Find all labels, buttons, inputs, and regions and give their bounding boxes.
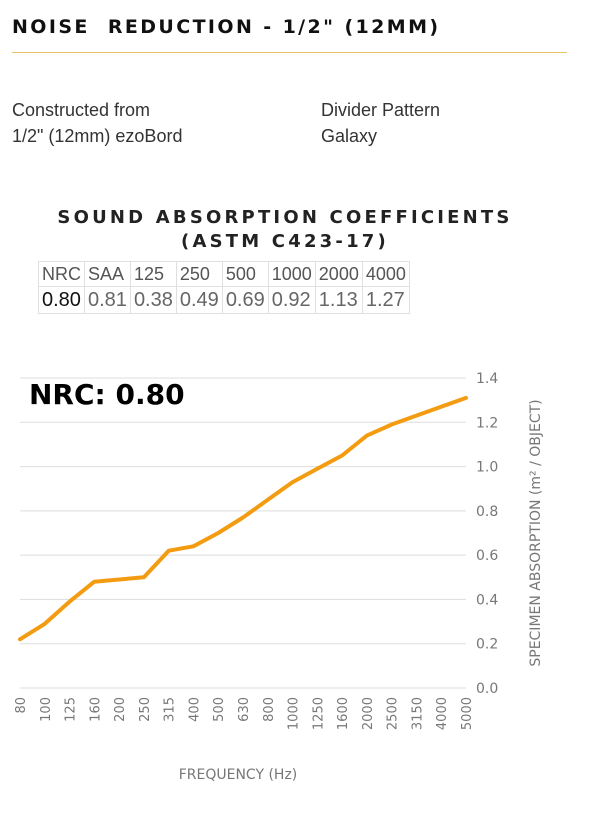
- value-cell-250: 0.49: [175, 286, 223, 314]
- x-tick-label: 800: [262, 697, 277, 722]
- y-tick-label: 0.2: [476, 637, 498, 653]
- series-line: [18, 395, 468, 642]
- x-axis-label: FREQUENCY (Hz): [179, 767, 298, 783]
- x-tick-label: 630: [237, 697, 252, 722]
- y-tick-label: 0.0: [476, 681, 498, 697]
- x-tick-label: 250: [138, 697, 153, 722]
- x-tick-label: 2500: [386, 697, 401, 730]
- construction-line-2: 1/2" (12mm) ezoBord: [12, 126, 183, 146]
- pattern-value: Galaxy: [321, 126, 378, 146]
- value-cell-125: 0.38: [129, 286, 177, 314]
- x-tick-label: 3150: [410, 697, 425, 730]
- value-cell-2000: 1.13: [314, 286, 363, 314]
- x-tick-label: 400: [187, 697, 202, 722]
- value-cell-saa: 0.81: [84, 286, 131, 314]
- header-cell-1000: 1000: [267, 261, 316, 287]
- value-cell-4000: 1.27: [361, 286, 410, 314]
- y-tick-label: 1.2: [476, 415, 498, 431]
- x-tick-label: 1000: [287, 697, 302, 730]
- coefficients-title: SOUND ABSORPTION COEFFICIENTS (ASTM C423…: [30, 206, 540, 254]
- x-tick-label: 160: [88, 697, 103, 722]
- x-tick-label: 500: [212, 697, 227, 722]
- value-cell-500: 0.69: [221, 286, 269, 314]
- x-tick-label: 1600: [336, 697, 351, 730]
- y-tick-label: 0.8: [476, 504, 498, 520]
- value-cell-nrc: 0.80: [38, 286, 85, 314]
- value-cell-1000: 0.92: [267, 286, 316, 314]
- x-tick-label: 80: [14, 697, 29, 714]
- y-tick-label: 0.6: [476, 548, 498, 564]
- header-cell-500: 500: [221, 261, 269, 287]
- x-tick-label: 5000: [460, 697, 475, 730]
- coefficients-table: NRC SAA 125 250 500 1000 2000 4000 0.80 …: [38, 261, 410, 314]
- coefficients-value-row: 0.80 0.81 0.38 0.49 0.69 0.92 1.13 1.27: [38, 286, 410, 314]
- pattern-info: Divider Pattern Galaxy: [321, 97, 440, 149]
- header-cell-saa: SAA: [84, 261, 131, 287]
- x-tick-label: 100: [39, 697, 54, 722]
- header-cell-250: 250: [175, 261, 223, 287]
- coefficients-title-line-1: SOUND ABSORPTION COEFFICIENTS: [57, 207, 513, 228]
- chart-title-nrc: NRC: 0.80: [29, 378, 185, 411]
- y-tick-label: 0.4: [476, 592, 498, 608]
- x-tick-label: 2000: [361, 697, 376, 730]
- construction-info: Constructed from 1/2" (12mm) ezoBord: [12, 97, 182, 149]
- x-tick-label: 125: [64, 697, 79, 722]
- header-cell-2000: 2000: [314, 261, 363, 287]
- x-tick-label: 315: [163, 697, 178, 722]
- x-tick-label: 1250: [311, 697, 326, 730]
- pattern-label: Divider Pattern: [321, 100, 441, 120]
- y-axis-label: SPECIMEN ABSORPTION (m² / OBJECT): [528, 399, 544, 666]
- construction-line-1: Constructed from: [12, 100, 151, 120]
- coefficients-title-line-2: (ASTM C423-17): [181, 231, 389, 252]
- y-tick-label: 1.0: [476, 460, 498, 476]
- title-divider: [12, 52, 567, 53]
- y-tick-label: 1.4: [476, 371, 498, 387]
- x-tick-label: 200: [113, 697, 128, 722]
- x-tick-label: 4000: [435, 697, 450, 730]
- page-title: NOISE REDUCTION - 1/2" (12MM): [12, 16, 441, 38]
